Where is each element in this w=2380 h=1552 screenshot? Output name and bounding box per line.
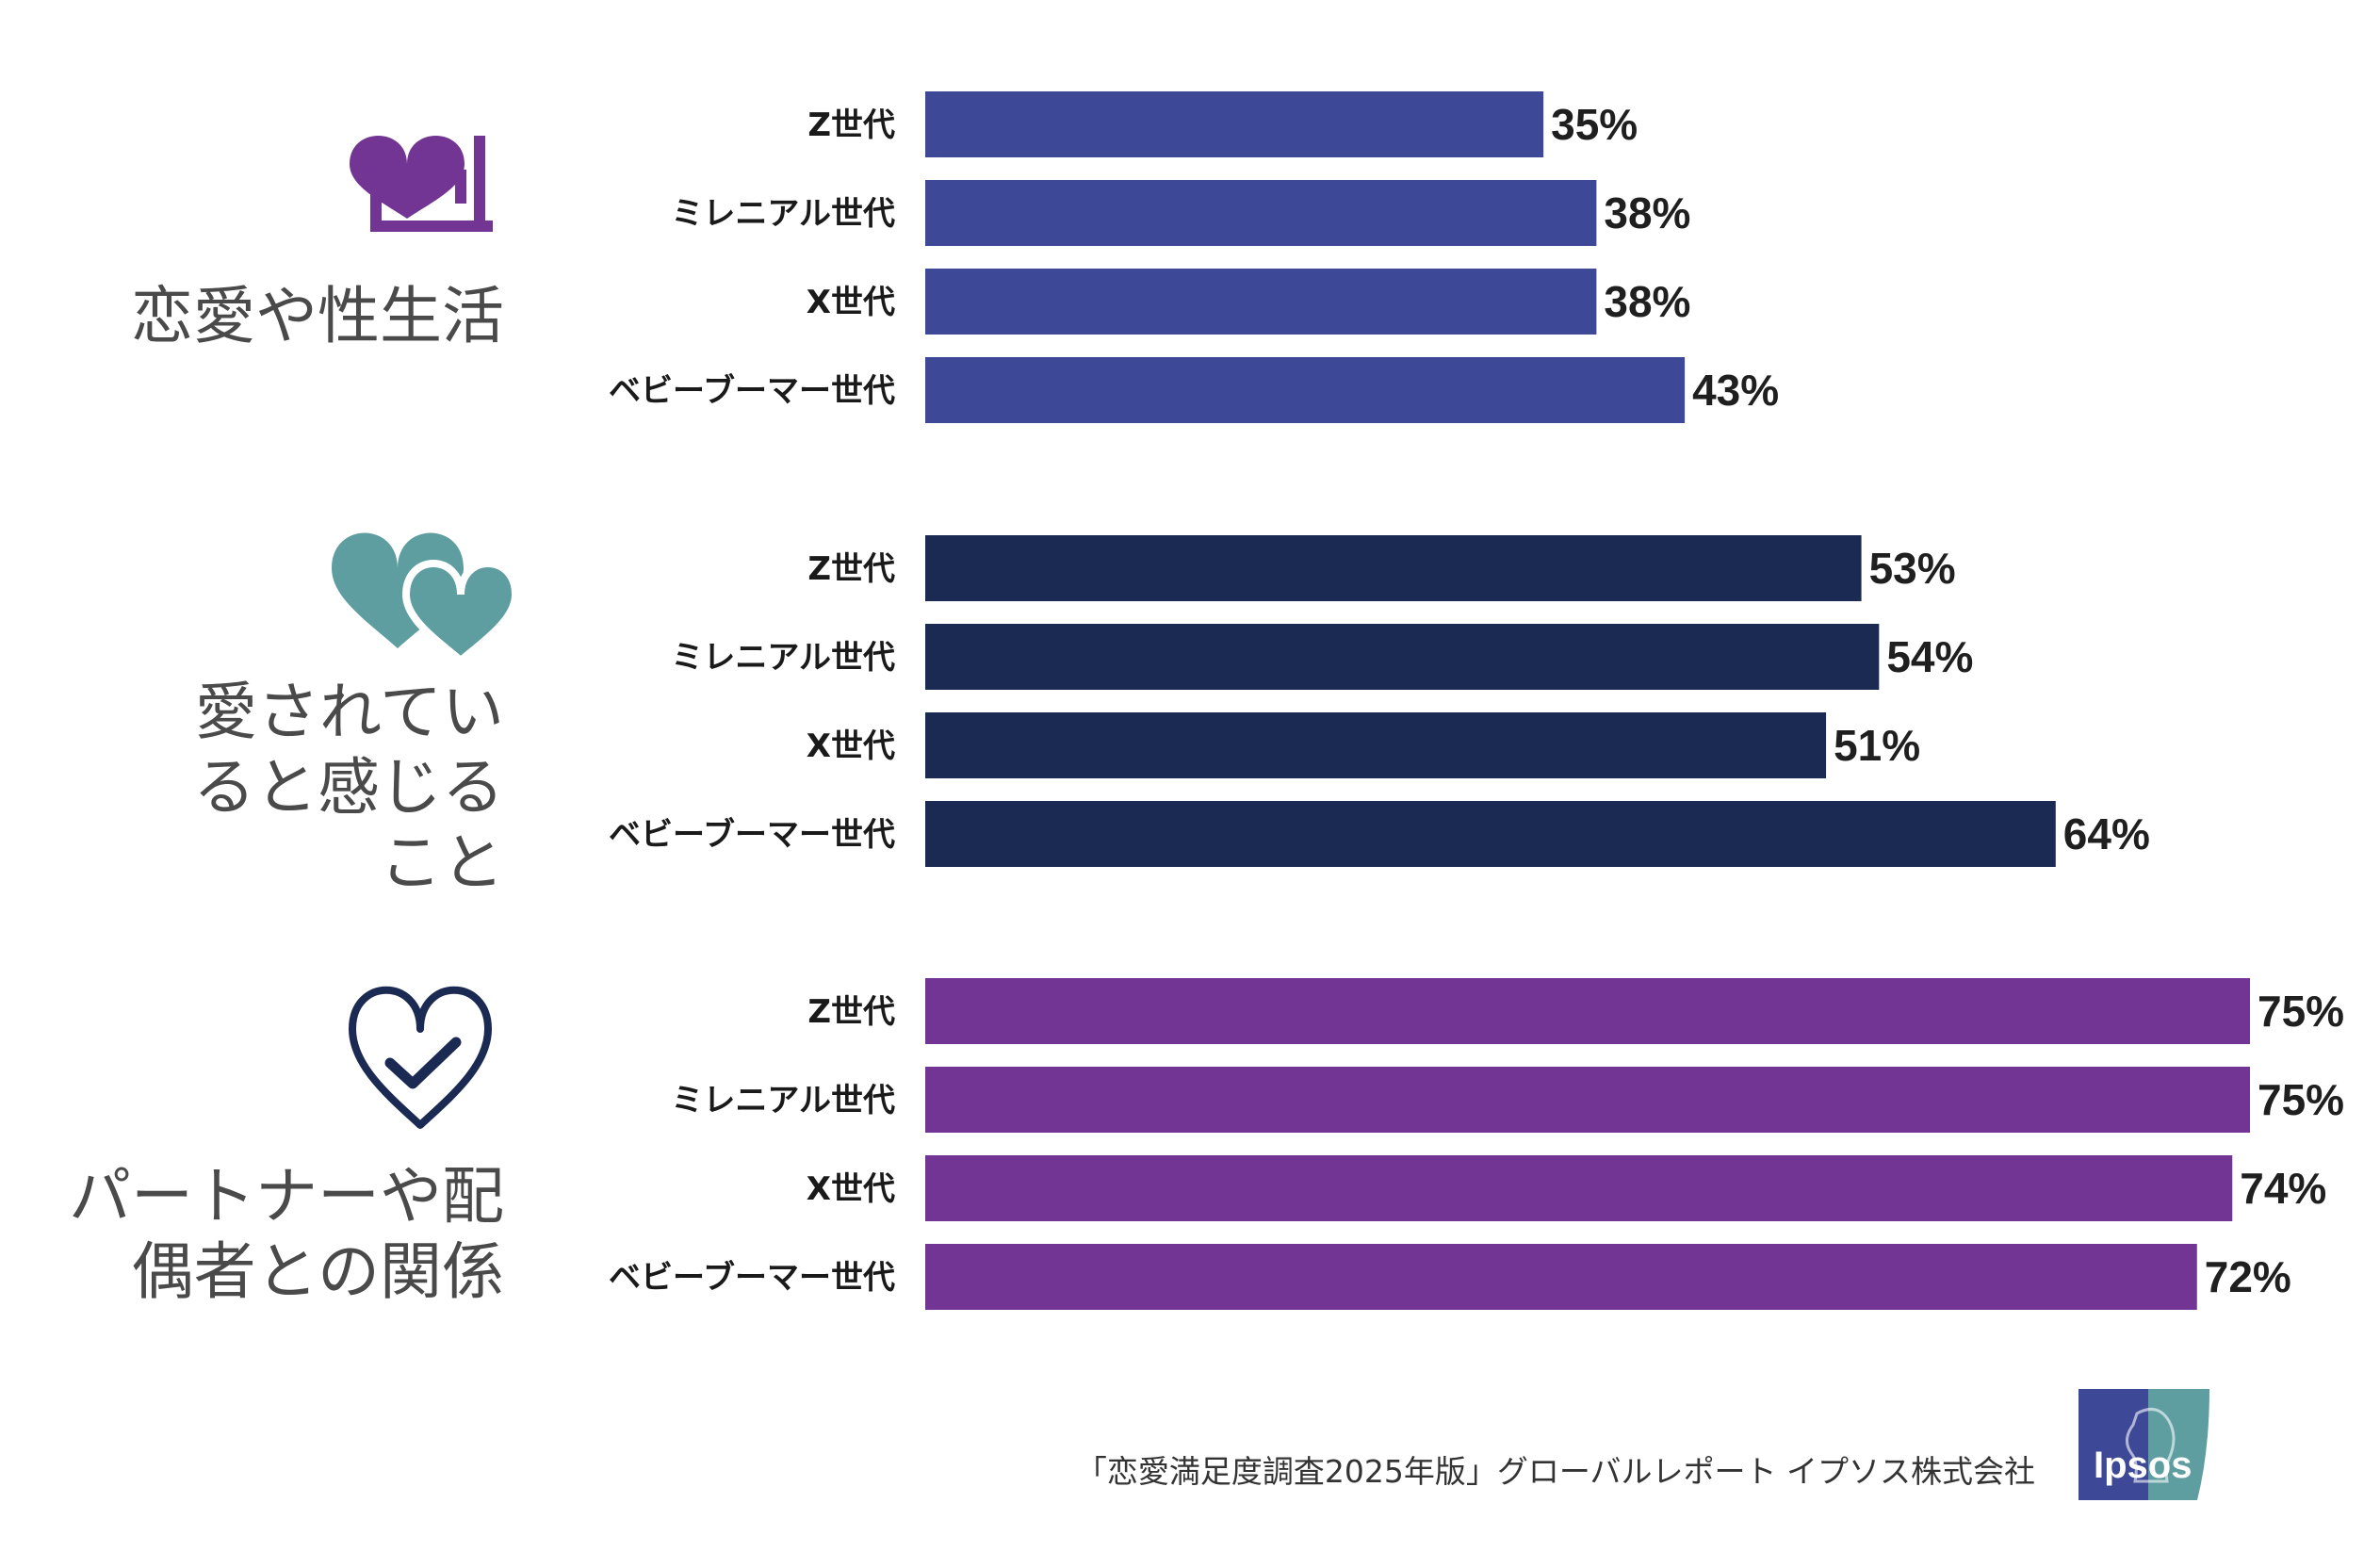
group-title: ると感じる [193,751,504,824]
bar [925,1155,2233,1221]
value-label: 72% [2205,1252,2291,1301]
group-title: 愛されてい [195,676,504,748]
bar [925,180,1597,246]
ipsos-logo: Ipsos [2078,1389,2209,1500]
category-label: Z世代 [807,550,895,588]
value-label: 75% [2258,1075,2344,1124]
value-label: 64% [2063,809,2150,858]
category-label: ミレニアル世代 [671,639,895,677]
bar [925,624,1880,690]
source-caption: 「恋愛満足度調査2025年版」グローバルレポート イプソス株式会社 [1076,1453,2035,1490]
value-label: 38% [1604,277,1690,326]
category-label: ベビーブーマー世代 [609,372,895,410]
value-label: 38% [1604,188,1690,237]
category-label: X世代 [807,1170,895,1208]
bar-group-2: Z世代 53% ミレニアル世代 54% X世代 51% ベビーブーマー世代 64% [609,535,2150,867]
group-title: 恋愛や性生活 [131,280,504,352]
bar [925,91,1544,157]
icons-layer [332,136,520,1129]
category-label: ミレニアル世代 [671,1082,895,1119]
value-label: 74% [2240,1164,2326,1213]
category-label: Z世代 [807,106,895,144]
bar [925,801,2056,867]
group-title: 偶者との関係 [132,1235,504,1308]
category-label: Z世代 [807,993,895,1031]
bar-group-3: Z世代 75% ミレニアル世代 75% X世代 74% ベビーブーマー世代 72% [609,978,2344,1310]
value-label: 54% [1886,632,1973,681]
bar [925,1067,2250,1133]
bar [925,357,1686,423]
bar [925,269,1597,335]
bar [925,1244,2197,1310]
category-label: ミレニアル世代 [671,195,895,233]
value-label: 43% [1692,366,1779,415]
category-label: X世代 [807,284,895,321]
category-label: X世代 [807,727,895,765]
group-title: こと [380,826,504,899]
bar [925,978,2250,1044]
value-label: 35% [1551,100,1638,149]
bar-group-1: Z世代 35% ミレニアル世代 38% X世代 38% ベビーブーマー世代 43% [609,91,1779,423]
heart-check-icon [349,986,492,1129]
two-hearts-icon [332,532,520,666]
value-label: 75% [2258,987,2344,1036]
heart-bed-icon [350,136,493,232]
bar [925,712,1827,778]
bar [925,535,1862,601]
value-label: 53% [1869,544,1956,593]
category-label: ベビーブーマー世代 [609,1259,895,1297]
value-label: 51% [1834,721,1920,770]
group-title: パートナーや配 [69,1160,504,1233]
logo-text: Ipsos [2094,1445,2192,1486]
category-label: ベビーブーマー世代 [609,816,895,854]
bars-layer: Z世代 35% ミレニアル世代 38% X世代 38% ベビーブーマー世代 43% Z世代 53%… [609,91,2344,1310]
